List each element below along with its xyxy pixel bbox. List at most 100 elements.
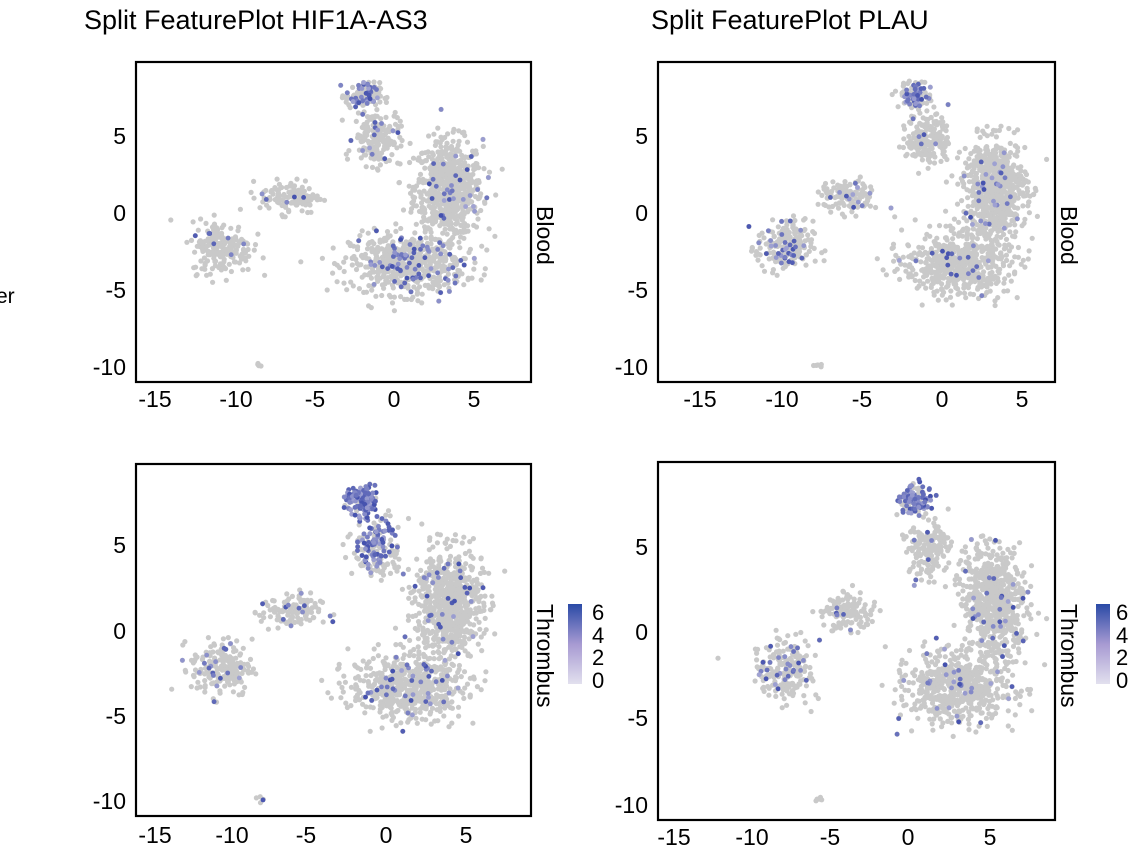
cell-point — [961, 181, 967, 187]
cell-point — [395, 160, 401, 166]
y-tick-label: -5 — [106, 703, 126, 729]
cell-point — [414, 291, 420, 297]
cell-point — [377, 275, 383, 281]
cell-point — [353, 118, 359, 124]
cell-point — [355, 674, 361, 680]
expressing-cell-point — [416, 271, 422, 277]
cell-point — [484, 247, 490, 253]
cell-point — [391, 308, 397, 314]
cell-point — [474, 580, 480, 586]
cell-point — [482, 615, 488, 622]
cell-point — [221, 264, 227, 270]
expressing-cell-point — [379, 537, 385, 542]
cell-point — [223, 277, 229, 283]
cell-point — [210, 279, 216, 285]
cell-point — [284, 591, 290, 597]
expressing-cell-point — [421, 575, 427, 580]
cell-point — [441, 282, 447, 288]
cell-point — [437, 705, 443, 711]
expressing-cell-point — [218, 675, 223, 681]
cell-point — [441, 221, 447, 227]
cell-point — [193, 264, 199, 270]
expressing-cell-point — [366, 491, 372, 497]
cell-point — [237, 651, 244, 657]
expressing-cell-point — [263, 197, 269, 202]
expressing-cell-point — [330, 619, 336, 625]
cell-point — [445, 152, 451, 158]
expressing-cell-point — [223, 646, 229, 652]
cell-point — [461, 211, 467, 217]
cell-point — [392, 625, 399, 631]
expressing-cell-point — [364, 101, 370, 106]
cell-point — [479, 608, 485, 614]
cell-point — [458, 674, 464, 680]
expressing-cell-point — [392, 533, 398, 538]
x-tick-label: -5 — [296, 822, 316, 848]
cell-point — [1010, 233, 1016, 239]
expressing-cell-point — [206, 665, 212, 671]
cell-point — [418, 567, 424, 574]
cell-point — [386, 255, 392, 261]
cell-point — [415, 636, 421, 642]
y-tick-label: 0 — [113, 618, 126, 644]
cell-point — [1031, 191, 1037, 198]
cell-point — [349, 570, 355, 577]
cell-point — [456, 165, 462, 171]
cell-point — [481, 569, 487, 576]
cell-point — [343, 554, 349, 561]
expressing-cell-point — [411, 246, 417, 252]
expressing-cell-point — [433, 679, 439, 685]
cell-point — [251, 178, 257, 184]
expressing-cell-point — [400, 571, 406, 577]
cell-point — [308, 590, 314, 596]
cell-point — [370, 705, 376, 711]
cell-point — [429, 218, 435, 224]
cell-point — [319, 255, 325, 261]
cell-point — [432, 279, 438, 285]
cell-point — [192, 249, 198, 255]
cell-point — [281, 191, 287, 198]
cell-point — [445, 702, 451, 709]
cell-point — [336, 665, 342, 671]
cell-point — [455, 669, 461, 676]
cell-point — [466, 185, 472, 191]
cell-point — [374, 671, 380, 677]
expressing-cell-point — [430, 580, 436, 586]
cell-point — [486, 169, 493, 175]
expressing-cell-point — [426, 674, 432, 679]
cell-point — [465, 277, 471, 283]
expressing-cell-point — [426, 181, 432, 187]
expressing-cell-point — [280, 617, 286, 622]
cell-point — [966, 156, 972, 162]
cell-point — [401, 702, 407, 709]
expressing-cell-point — [301, 195, 306, 200]
cell-point — [221, 247, 228, 253]
cell-point — [1020, 203, 1026, 209]
cell-point — [421, 188, 427, 194]
cell-point — [481, 166, 487, 172]
expressing-cell-point — [374, 514, 380, 519]
expressing-cell-point — [344, 90, 350, 96]
cell-point — [454, 185, 460, 192]
cell-point — [1029, 235, 1035, 241]
cell-point — [456, 662, 462, 669]
cell-point — [419, 150, 425, 156]
cell-point — [426, 588, 432, 594]
cell-point — [334, 279, 340, 285]
cell-point — [229, 656, 235, 662]
cell-point — [984, 123, 990, 129]
cell-point — [228, 245, 234, 251]
cell-point — [1011, 130, 1017, 136]
expressing-cell-point — [381, 548, 387, 554]
cell-point — [379, 292, 385, 299]
cell-point — [371, 156, 377, 162]
cell-point — [439, 148, 445, 155]
expressing-cell-point — [422, 255, 428, 261]
cell-point — [369, 287, 375, 293]
expressing-cell-point — [211, 699, 217, 705]
cell-point — [466, 548, 472, 554]
cell-point — [360, 138, 366, 144]
cell-point — [209, 236, 216, 242]
cell-point — [202, 684, 208, 691]
cell-point — [477, 626, 483, 632]
